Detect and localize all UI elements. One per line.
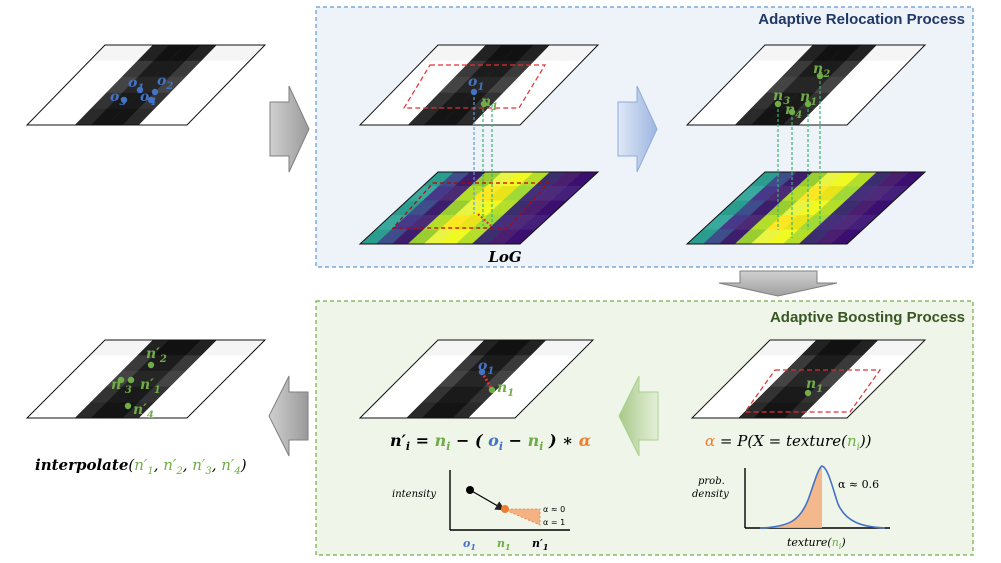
grid-outline: [25, 339, 267, 419]
point-o1-shift: [478, 368, 486, 376]
density-curve: [759, 465, 886, 529]
point-n1-reloc: [480, 100, 488, 108]
alpha-triangle: [502, 508, 541, 526]
interpolate-caption: interpolate(n′1, n′2, n′3, n′4): [35, 456, 247, 477]
point-n3-prime: [117, 376, 125, 384]
grid-outline: [685, 171, 927, 245]
boosting-title: Adaptive Boosting Process: [770, 309, 965, 326]
intensity-ylabel: intensity: [392, 489, 436, 500]
alpha-formula: α = P(X = texture(ni)): [705, 432, 872, 453]
texture-window: [743, 369, 882, 413]
intensity-point-n1: [501, 505, 509, 513]
grid-outline: [358, 339, 595, 419]
grid-relocation-1: [358, 44, 600, 126]
point-o4: [147, 96, 155, 104]
grid-output: [25, 339, 267, 419]
intensity-point-o1: [466, 486, 474, 494]
point-n4-reloc: [788, 108, 796, 116]
relocation-title: Adaptive Relocation Process: [758, 11, 965, 28]
point-o2: [151, 88, 159, 96]
grid-outline: [358, 44, 600, 126]
alpha1-label: α = 1: [543, 518, 565, 527]
point-n2-reloc: [816, 72, 824, 80]
point-n1-texture: [804, 389, 812, 397]
density-plot: prob. density α ≈ 0.6 texture(ni): [692, 465, 890, 551]
intensity-plot: intensity α ≈ 0 α = 1 o1 n1 n′1: [392, 470, 570, 552]
intensity-line: [469, 489, 506, 511]
point-n2-prime: [147, 361, 155, 369]
grid-outline: [358, 171, 600, 245]
point-n1-shift: [488, 386, 496, 394]
grid-outline: [690, 339, 927, 419]
density-xlabel: texture(ni): [787, 536, 846, 551]
grid-input: [25, 44, 267, 126]
point-n1-prime: [127, 376, 135, 384]
point-o1-reloc: [470, 88, 478, 96]
density-ylabel-1: prob.: [698, 476, 725, 487]
arrow-relocation-step: [617, 85, 658, 173]
shift-vector: [480, 371, 494, 391]
log-label: LoG: [487, 248, 522, 266]
alpha0-label: α ≈ 0: [543, 505, 565, 514]
density-filled-area: [770, 468, 822, 528]
density-ylabel-2: density: [692, 489, 729, 500]
grid-relocation-2: [685, 44, 927, 126]
grid-outline: [685, 44, 927, 126]
arrow-boosting-to-output: [268, 375, 309, 457]
arrow-input-to-relocation: [269, 85, 310, 173]
arrow-down-to-boosting: [718, 270, 838, 297]
update-formula: n′i = ni − ( oi − ni ) ∗ α: [390, 431, 591, 454]
arrow-boosting-step: [618, 375, 659, 457]
point-o1: [136, 86, 144, 94]
point-n3-reloc: [774, 100, 782, 108]
point-n1-reloc2: [804, 100, 812, 108]
grid-outline: [25, 44, 267, 126]
point-n4-prime: [124, 402, 132, 410]
point-o3: [120, 96, 128, 104]
relocation-window: [402, 64, 547, 109]
grid-log-1: [358, 171, 600, 245]
grid-boost-texture: [690, 339, 927, 419]
log-shift-path: [477, 213, 492, 227]
alpha-value-label: α ≈ 0.6: [838, 478, 879, 491]
log-window: [391, 182, 550, 229]
